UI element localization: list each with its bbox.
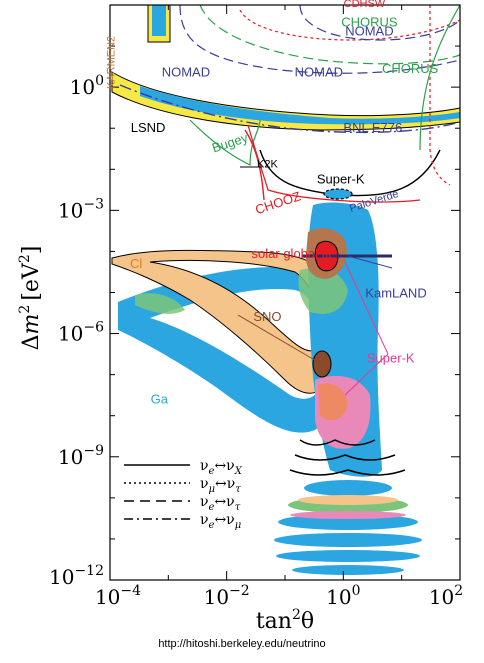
x-tick-label: 100 [326, 583, 360, 609]
legend-label: νe↔νμ [200, 512, 241, 531]
region-label: PaloVerde [348, 188, 400, 215]
x-axis-title: tan2θ [256, 607, 314, 634]
region-label: CDHSW [344, 0, 386, 10]
region-label: Super-K [367, 350, 415, 365]
region-label: Bugey [210, 130, 250, 156]
y-tick-label: 100 [70, 73, 104, 99]
region-label: Cl [130, 256, 142, 271]
region-label: K2K [257, 159, 278, 171]
region-artwork [111, 4, 461, 575]
legend-label: νe↔νX [200, 458, 243, 477]
y-tick-label: 10−9 [58, 443, 104, 469]
y-tick-label: 10−6 [58, 320, 104, 346]
y-axis-title: Δm2[eV2] [17, 246, 44, 351]
overlap-green-2 [135, 293, 185, 314]
x-tick-label: 10−2 [204, 583, 250, 609]
source-credit: http://hitoshi.berkeley.edu/neutrino [158, 638, 326, 650]
region-label: Ga [151, 391, 169, 406]
lsnd-band-blue [140, 86, 460, 125]
legend-label: νμ↔ντ [200, 476, 241, 495]
region-label: LSND [131, 120, 166, 135]
x-tick-label: 10−4 [95, 583, 141, 609]
y-tick-label: 10−3 [58, 196, 104, 222]
overlap-green [298, 267, 348, 314]
vacuum-oscillation-region [274, 439, 422, 575]
region-label: solar global fit [252, 246, 333, 261]
legend-label: νe↔ντ [200, 494, 241, 513]
region-label: NOMAD [345, 24, 393, 39]
sno-blob [312, 350, 332, 378]
lsnd-top-blue [152, 5, 166, 36]
superk-atm-blob [323, 188, 353, 200]
region-label: CHORUS [382, 61, 439, 76]
region-label: KARMEN2 [106, 36, 118, 89]
x-tick-label: 102 [429, 583, 463, 609]
y-tick-label: 10−12 [49, 563, 104, 589]
region-label: SNO [253, 309, 281, 324]
region-label: BNL E776 [343, 120, 402, 135]
annotation-arrows [237, 166, 393, 396]
region-label: NOMAD [295, 65, 343, 80]
region-label: Super-K [317, 172, 365, 187]
region-label: CHORUS [341, 14, 398, 29]
overlap-orange [318, 383, 348, 421]
tick-labels: 10−4 10−2 100 102 100 10−3 10−6 10−9 10−12 [49, 73, 463, 609]
region-label: NOMAD [162, 65, 210, 80]
tick-marks [109, 4, 461, 581]
region-label: KamLAND [365, 286, 426, 301]
exclusion-curves [119, 4, 461, 203]
